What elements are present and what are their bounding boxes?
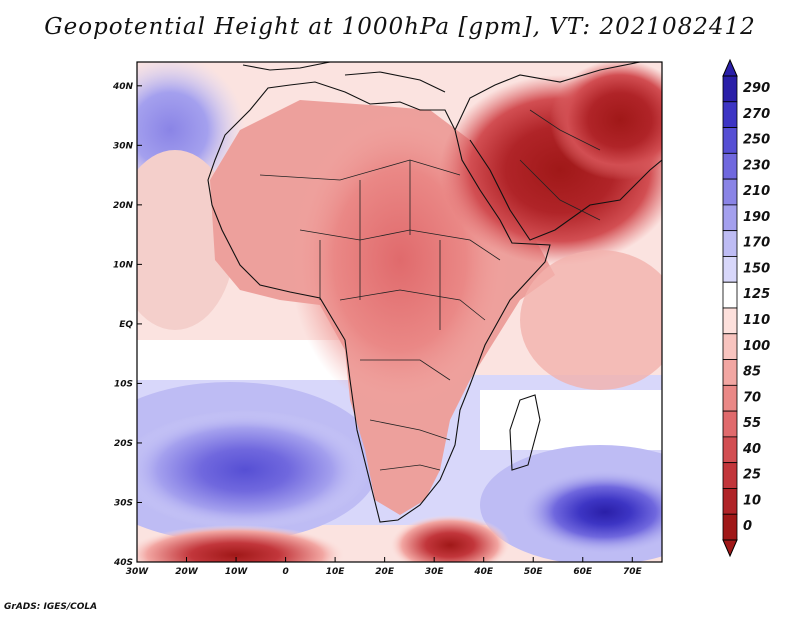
lon-tick-label: 50E <box>524 567 544 577</box>
colorbar-label: 150 <box>743 261 770 276</box>
height-field <box>137 62 662 562</box>
lon-tick-label: 20E <box>375 567 395 577</box>
colorbar-swatch <box>722 281 738 309</box>
plot-frame <box>136 61 663 563</box>
lon-tick-label: 20W <box>175 567 199 577</box>
lon-tick-label: 40E <box>473 567 494 577</box>
lon-tick-label: 0 <box>282 567 288 577</box>
colorbar-label: 290 <box>743 81 770 96</box>
colorbar-swatch <box>722 359 738 386</box>
colorbar-swatch <box>722 513 738 541</box>
colorbar-label: 100 <box>743 339 770 354</box>
lon-tick-label: 70E <box>623 567 643 577</box>
lat-tick-label: 10N <box>113 260 134 270</box>
lat-tick-label: EQ <box>119 320 133 330</box>
colorbar-label: 85 <box>743 365 761 380</box>
lon-tick-label: 10E <box>326 567 346 577</box>
lat-tick-label: 30S <box>114 498 133 508</box>
colorbar-swatch <box>722 488 738 515</box>
colorbar-swatch <box>722 152 738 180</box>
lat-axis: 40N 30N 20N 10N EQ 10S 20S 30S 40S <box>112 82 142 568</box>
colorbar-swatch <box>722 462 738 489</box>
colorbar-swatch <box>722 75 738 103</box>
colorbar: 2902702502302101901701501251101008570554… <box>722 58 770 558</box>
colorbar-swatch <box>722 230 738 257</box>
colorbar-label: 10 <box>743 493 761 508</box>
colorbar-swatch <box>722 178 738 206</box>
colorbar-swatch <box>722 307 738 335</box>
colorbar-label: 210 <box>743 184 770 199</box>
colorbar-label: 250 <box>743 133 770 148</box>
colorbar-label: 40 <box>742 442 761 457</box>
lat-tick-label: 40S <box>113 558 133 568</box>
footer-credit: GrADS: IGES/COLA <box>4 602 98 612</box>
colorbar-label: 270 <box>743 107 770 122</box>
lon-tick-label: 30E <box>425 567 445 577</box>
colorbar-label: 55 <box>743 416 761 431</box>
colorbar-swatch <box>722 127 738 154</box>
colorbar-swatch <box>722 410 738 438</box>
colorbar-bottom-arrow <box>722 539 738 558</box>
country-borders <box>259 109 601 471</box>
colorbar-label: 190 <box>743 210 770 225</box>
colorbar-label: 110 <box>743 313 770 328</box>
lat-tick-label: 20S <box>114 439 133 449</box>
lon-tick-label: 30W <box>126 567 150 577</box>
colorbar-swatch <box>722 384 738 412</box>
coastlines <box>207 62 662 523</box>
lat-tick-label: 20N <box>113 201 134 211</box>
colorbar-swatch <box>722 333 738 360</box>
map-title: Geopotential Height at 1000hPa [gpm], VT… <box>44 14 756 40</box>
colorbar-swatch <box>722 256 738 283</box>
colorbar-swatch <box>722 101 738 128</box>
colorbar-label: 0 <box>743 519 752 534</box>
colorbar-label: 25 <box>743 468 761 483</box>
lat-tick-label: 30N <box>113 141 134 151</box>
colorbar-label: 170 <box>743 236 770 251</box>
colorbar-label: 70 <box>743 390 761 405</box>
lat-tick-label: 10S <box>114 379 133 389</box>
colorbar-swatch <box>722 436 738 464</box>
lon-tick-label: 10W <box>225 567 249 577</box>
lon-axis: 30W 20W 10W 0 10E 20E 30E 40E 50E 60E 70E <box>126 557 643 577</box>
colorbar-swatch <box>722 204 738 232</box>
colorbar-label: 230 <box>743 158 770 173</box>
lat-tick-label: 40N <box>112 82 134 92</box>
lon-tick-label: 60E <box>573 567 593 577</box>
colorbar-top-arrow <box>722 58 738 77</box>
colorbar-label: 125 <box>743 287 770 302</box>
